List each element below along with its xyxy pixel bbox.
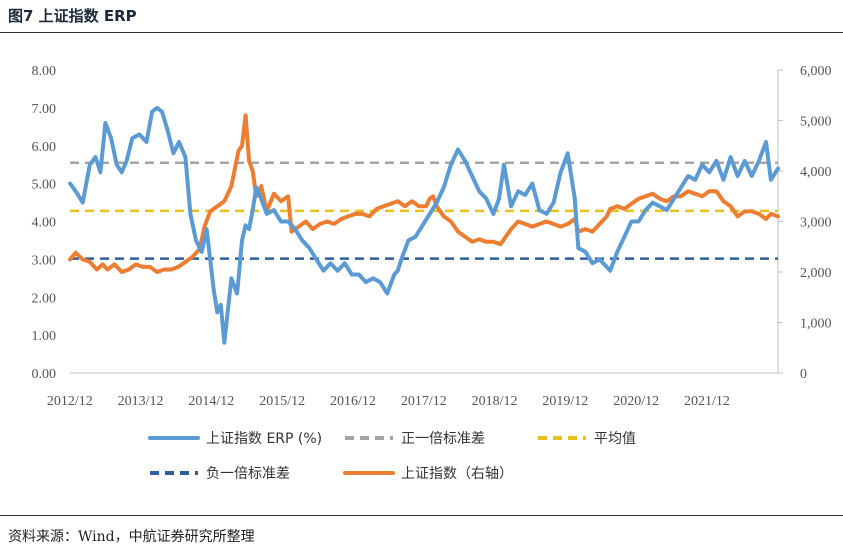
source-note: 资料来源：Wind，中航证券研究所整理 (8, 529, 255, 545)
x-tick-label: 2013/12 (118, 394, 164, 409)
x-tick-label: 2016/12 (330, 394, 376, 409)
x-tick-label: 2019/12 (542, 394, 588, 409)
x-tick-label: 2021/12 (684, 394, 730, 409)
y-right-tick-label: 2,000 (800, 266, 832, 281)
y-right-tick-label: 3,000 (800, 216, 832, 231)
legend-label: 上证指数 ERP (%) (206, 431, 322, 447)
top-divider (0, 32, 843, 33)
y-left-tick-label: 8.00 (32, 64, 57, 79)
x-tick-label: 2015/12 (259, 394, 305, 409)
bottom-divider (0, 515, 843, 516)
y-right-tick-label: 1,000 (800, 317, 832, 332)
x-tick-label: 2014/12 (188, 394, 234, 409)
y-left-tick-label: 0.00 (32, 367, 57, 382)
page-title: 图7 上证指数 ERP (8, 7, 137, 25)
y-left-tick-label: 4.00 (32, 216, 57, 231)
y-right-tick-label: 4,000 (800, 165, 832, 180)
x-tick-label: 2017/12 (401, 394, 447, 409)
legend-label: 负一倍标准差 (206, 466, 290, 482)
y-left-tick-label: 7.00 (32, 102, 57, 117)
x-tick-label: 2020/12 (613, 394, 659, 409)
y-right-tick-label: 0 (800, 367, 807, 382)
legend-label: 平均值 (594, 431, 636, 447)
y-left-tick-label: 5.00 (32, 178, 57, 193)
y-right-tick-label: 5,000 (800, 115, 832, 130)
legend-label: 正一倍标准差 (401, 431, 485, 447)
y-left-tick-label: 3.00 (32, 253, 57, 268)
index-line (68, 113, 780, 274)
erp-line (68, 105, 780, 345)
x-tick-label: 2012/12 (47, 394, 93, 409)
y-right-tick-label: 6,000 (800, 64, 832, 79)
y-left-tick-label: 1.00 (32, 329, 57, 344)
y-left-tick-label: 2.00 (32, 291, 57, 306)
legend-label: 上证指数（右轴） (401, 466, 513, 482)
y-left-tick-label: 6.00 (32, 140, 57, 155)
x-tick-label: 2018/12 (472, 394, 518, 409)
